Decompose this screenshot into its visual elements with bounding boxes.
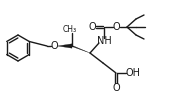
- Text: O: O: [88, 22, 96, 32]
- Text: O: O: [50, 41, 58, 51]
- Text: OH: OH: [125, 68, 140, 78]
- Polygon shape: [57, 44, 72, 48]
- Text: CH₃: CH₃: [63, 25, 77, 33]
- Polygon shape: [70, 46, 90, 53]
- Text: O: O: [112, 83, 120, 93]
- Text: NH: NH: [97, 36, 111, 46]
- Text: O: O: [112, 22, 120, 32]
